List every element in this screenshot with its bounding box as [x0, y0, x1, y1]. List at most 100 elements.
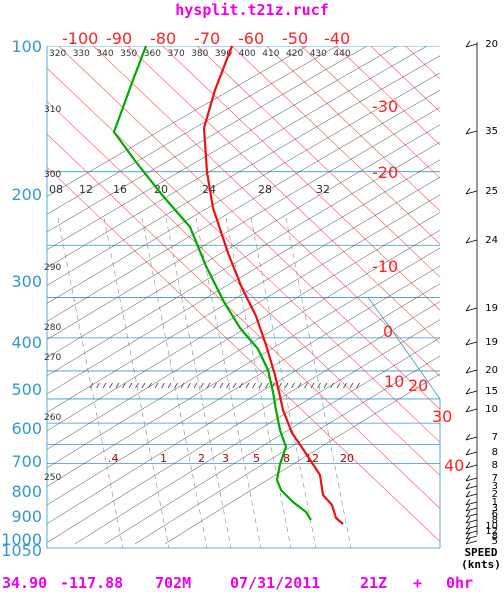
theta-left-label: 260 [44, 413, 61, 423]
wind-speed-label: 8 [492, 447, 498, 458]
wind-barb-flag [465, 510, 471, 518]
temperature-top-label: -90 [106, 29, 132, 48]
mixing-ratio-lower-label: 8 [283, 452, 290, 465]
dry-adiabat-line [47, 46, 440, 545]
wind-speed-label: 3 [492, 481, 498, 492]
dry-adiabat-line [74, 46, 440, 545]
temperature-side-label: -30 [372, 97, 398, 116]
isotherm-line [47, 46, 440, 548]
wind-barb [465, 408, 478, 413]
hatch-mark [141, 382, 146, 389]
wind-barb-flag [465, 498, 471, 506]
wind-barb [465, 525, 478, 530]
hatch-mark [323, 382, 328, 389]
wind-barb-flag [465, 461, 471, 469]
pressure-label: 800 [11, 482, 42, 501]
temperature-top-label: -80 [150, 29, 176, 48]
theta-left-label: 250 [44, 473, 61, 483]
isotherm-line [127, 46, 440, 548]
theta-top-label: 420 [286, 49, 303, 59]
mixing-ratio-lower-label: 1 [160, 452, 167, 465]
theta-top-label: 320 [49, 49, 66, 59]
dry-adiabat-line [47, 46, 440, 545]
wind-speed-label: 19 [485, 337, 498, 348]
wind-speed-label: 7 [492, 473, 498, 484]
wind-barb [465, 513, 478, 518]
wind-speed-label: 3 [492, 503, 498, 514]
dry-adiabat-line [47, 46, 398, 545]
pressure-label: 100 [11, 37, 42, 56]
isotherm-line [266, 46, 440, 548]
temperature-side-label: 20 [408, 376, 428, 395]
pressure-label: 1000 [1, 530, 42, 549]
wind-barb [465, 451, 478, 456]
hatch-mark [252, 382, 256, 389]
hatch-mark [193, 382, 198, 389]
isotherm-line [47, 46, 440, 548]
hatch-mark [148, 382, 152, 389]
mixing-ratio-lower-label: .4 [108, 452, 119, 465]
mixing-ratio-line [103, 217, 170, 548]
wind-barb [465, 501, 478, 506]
mixing-ratio-line [195, 217, 262, 548]
wind-barb [465, 540, 478, 545]
mixing-ratio-upper-label: 32 [316, 183, 330, 196]
wind-barb-flag [465, 405, 471, 413]
wind-barb [465, 239, 478, 244]
wind-barb [465, 535, 478, 540]
temperature-profile [202, 45, 344, 525]
dry-adiabat-line [47, 46, 440, 545]
mixing-ratio-line [165, 217, 232, 548]
dry-adiabat-line [47, 46, 440, 545]
wind-barb-flag [465, 127, 471, 135]
diagram-labels: 10020030040050060070080090010001050-100-… [1, 29, 464, 560]
dry-adiabat-line [134, 46, 440, 545]
wind-barb [465, 507, 478, 512]
temperature-top-label: -50 [282, 29, 308, 48]
footer-date: 07/31/2011 [230, 574, 320, 592]
wind-barb [465, 493, 478, 498]
diagram-grid [46, 46, 441, 549]
isotherm-line [162, 46, 440, 548]
wind-barb-flag [465, 433, 471, 441]
grid-lines [47, 46, 440, 548]
hatch-mark [89, 382, 94, 389]
hatch-mark [180, 382, 185, 389]
hatch-mark [232, 382, 237, 389]
wind-speed-label: 12 [485, 526, 498, 537]
theta-top-label: 330 [73, 49, 90, 59]
wind-barb-flag [465, 537, 471, 545]
hatch-mark [278, 382, 282, 389]
temperature-side-label: 0 [383, 322, 393, 341]
mixing-ratio-lower-label: 12 [305, 452, 319, 465]
hatch-mark [219, 382, 224, 389]
wind-barb [465, 190, 478, 195]
hatch-mark [96, 382, 100, 389]
pressure-label: 1050 [1, 541, 42, 560]
dry-adiabat-line [47, 46, 338, 545]
footer-hour: 21Z [360, 574, 387, 592]
isotherm-line [92, 46, 440, 548]
wind-barb [465, 341, 478, 346]
pressure-label: 200 [11, 185, 42, 204]
hatch-mark [356, 382, 360, 389]
hatch-mark [343, 382, 347, 389]
hatch-mark [167, 382, 172, 389]
hatch-mark [304, 382, 308, 389]
hatch-mark [297, 382, 302, 389]
temperature-side-label: 10 [384, 372, 404, 391]
wind-barb-flag [465, 522, 471, 530]
dry-adiabat-line [47, 46, 440, 545]
theta-left-label: 290 [44, 263, 61, 273]
theta-top-label: 370 [168, 49, 185, 59]
wind-speed-label: 2 [492, 489, 498, 500]
wind-speed-label: 8 [492, 531, 498, 542]
wind-speed-label: 10 [485, 521, 498, 532]
wind-barb-flag [465, 504, 471, 512]
isotherm-line [335, 46, 440, 548]
dry-adiabat-line [47, 46, 368, 545]
mixing-ratio-upper-label: 16 [113, 183, 127, 196]
wind-barb-flag [465, 532, 471, 540]
hatch-mark [291, 382, 295, 389]
